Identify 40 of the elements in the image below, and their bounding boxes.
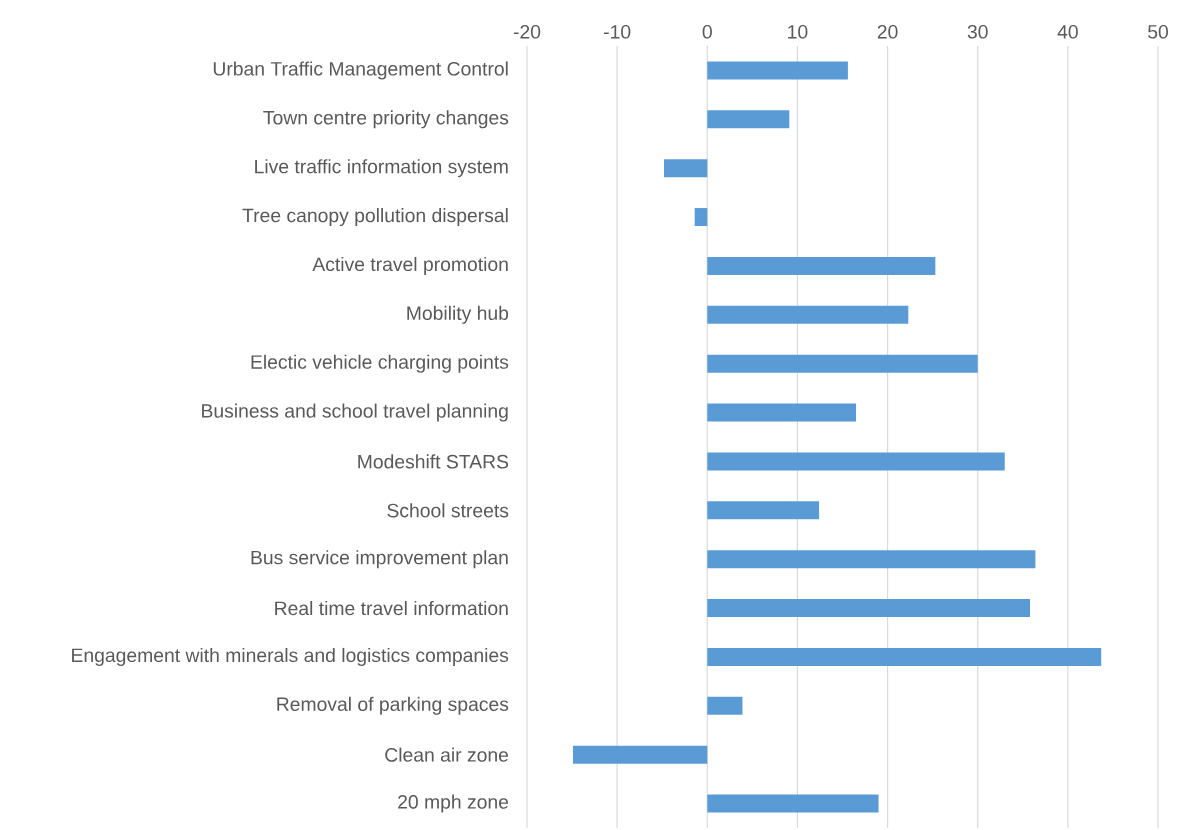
bar [707, 599, 1030, 618]
bar [707, 305, 909, 324]
bar [707, 61, 848, 80]
bar [707, 647, 1102, 666]
y-tick-label: Engagement with minerals and logistics companies [72, 647, 509, 666]
x-tick-label: 20 [877, 24, 898, 39]
bar [707, 452, 1005, 471]
x-tick-label: -10 [604, 24, 631, 39]
y-tick-label: Removal of parking spaces [277, 696, 509, 715]
bar [707, 501, 820, 520]
y-tick-label: Town centre priority changes [263, 110, 509, 129]
y-tick-label: Tree canopy pollution dispersal [242, 208, 508, 227]
bar [707, 354, 978, 373]
y-tick-label: Clean air zone [385, 747, 509, 762]
bar [664, 159, 708, 178]
y-tick-label: Active travel promotion [312, 256, 508, 275]
bar [707, 403, 857, 422]
y-tick-label: School streets [387, 503, 509, 518]
y-tick-label: Urban Traffic Management Control [213, 61, 508, 80]
bar [707, 110, 790, 129]
x-tick-label: 0 [702, 24, 712, 39]
y-tick-label: 20 mph zone [398, 794, 509, 813]
x-tick-label: 50 [1148, 24, 1168, 39]
y-tick-label: Business and school travel planning [202, 403, 508, 422]
bar [572, 745, 708, 764]
y-tick-label: Mobility hub [407, 305, 509, 324]
x-tick-label: -20 [513, 24, 541, 39]
y-tick-label: Modeshift STARS [358, 454, 509, 469]
bar [707, 794, 879, 813]
bar [694, 208, 708, 227]
bar [707, 696, 743, 715]
x-tick-label: 30 [967, 24, 988, 39]
y-tick-label: Bus service improvement plan [251, 550, 508, 569]
x-tick-label: 10 [788, 24, 808, 39]
x-tick-label: 40 [1057, 24, 1078, 39]
y-tick-label: Live traffic information system [255, 159, 508, 178]
y-tick-label: Electic vehicle charging points [251, 354, 509, 373]
bar [707, 256, 936, 275]
y-tick-label: Real time travel information [275, 600, 508, 616]
bar [707, 550, 1036, 569]
